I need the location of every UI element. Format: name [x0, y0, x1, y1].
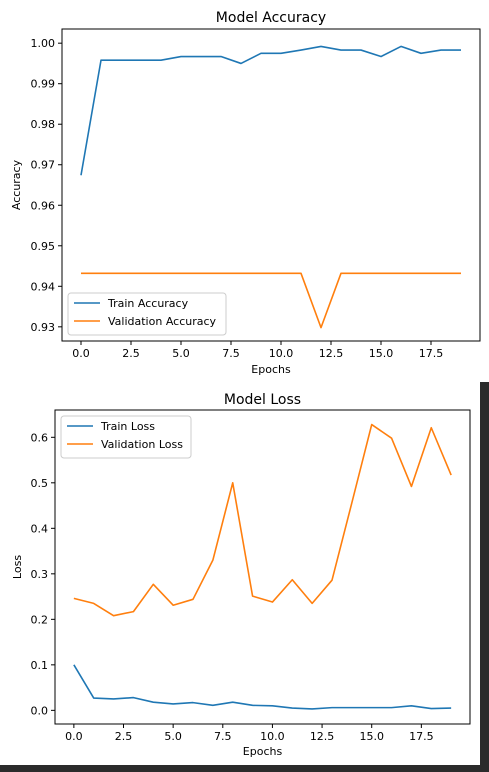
legend-box — [60, 415, 192, 459]
y-tick-label: 0.93 — [31, 321, 56, 334]
y-tick-label: 0.95 — [31, 240, 56, 253]
legend: Train Loss Validation Loss — [60, 415, 192, 459]
x-tick-label: 5.0 — [164, 730, 182, 743]
x-axis-label: Epochs — [243, 745, 283, 758]
chart-title: Model Accuracy — [216, 10, 326, 26]
x-tick-label: 17.5 — [409, 730, 434, 743]
series-line-validation-loss — [73, 423, 452, 617]
loss-chart: Model Loss 0.0 2.5 5.0 7.5 10.0 12.5 15.0 17.5 0.… — [11, 392, 471, 758]
y-tick-label: 0.6 — [31, 431, 49, 444]
y-tick-label: 0.97 — [31, 159, 56, 172]
y-tick-label: 0.5 — [31, 477, 49, 490]
x-tick-label: 2.5 — [115, 730, 133, 743]
x-tick-label: 17.5 — [419, 347, 444, 360]
legend-box — [67, 292, 227, 336]
chart-title: Model Loss — [224, 392, 301, 408]
legend-label: Train Accuracy — [107, 297, 189, 310]
x-tick-label: 7.5 — [214, 730, 232, 743]
y-axis-label: Accuracy — [10, 159, 23, 210]
y-tick-label: 0.94 — [31, 280, 56, 293]
y-tick-label: 0.99 — [31, 78, 56, 91]
accuracy-chart: Model Accuracy 0.0 2.5 5.0 7.5 10.0 12.5 15.0 17… — [10, 10, 481, 376]
legend: Train Accuracy Validation Accuracy — [67, 292, 227, 336]
x-tick-label: 10.0 — [269, 347, 294, 360]
y-tick-label: 1.00 — [31, 37, 56, 50]
y-tick-label: 0.98 — [31, 118, 56, 131]
x-tick-label: 12.5 — [310, 730, 335, 743]
x-tick-label: 0.0 — [65, 730, 83, 743]
legend-label: Validation Loss — [101, 438, 183, 451]
series-line-train-loss — [73, 664, 452, 710]
x-tick-label: 10.0 — [260, 730, 285, 743]
x-tick-label: 12.5 — [319, 347, 344, 360]
y-tick-label: 0.3 — [31, 568, 49, 581]
x-tick-label: 5.0 — [172, 347, 190, 360]
x-tick-label: 0.0 — [72, 347, 90, 360]
x-tick-label: 2.5 — [122, 347, 140, 360]
x-tick-label: 15.0 — [369, 347, 394, 360]
y-tick-label: 0.96 — [31, 199, 56, 212]
legend-label: Validation Accuracy — [108, 315, 217, 328]
y-tick-label: 0.1 — [31, 659, 49, 672]
x-tick-label: 7.5 — [222, 347, 240, 360]
y-tick-label: 0.4 — [31, 522, 49, 535]
y-tick-label: 0.0 — [31, 704, 49, 717]
series-line-train-accuracy — [80, 45, 461, 176]
legend-label: Train Loss — [100, 420, 155, 433]
y-tick-label: 0.2 — [31, 613, 49, 626]
x-axis-label: Epochs — [251, 363, 291, 376]
plot-area-frame — [61, 28, 481, 342]
x-tick-label: 15.0 — [359, 730, 384, 743]
plot-area-frame — [54, 409, 471, 725]
y-axis-label: Loss — [11, 555, 24, 579]
series-line-validation-accuracy — [81, 272, 461, 329]
